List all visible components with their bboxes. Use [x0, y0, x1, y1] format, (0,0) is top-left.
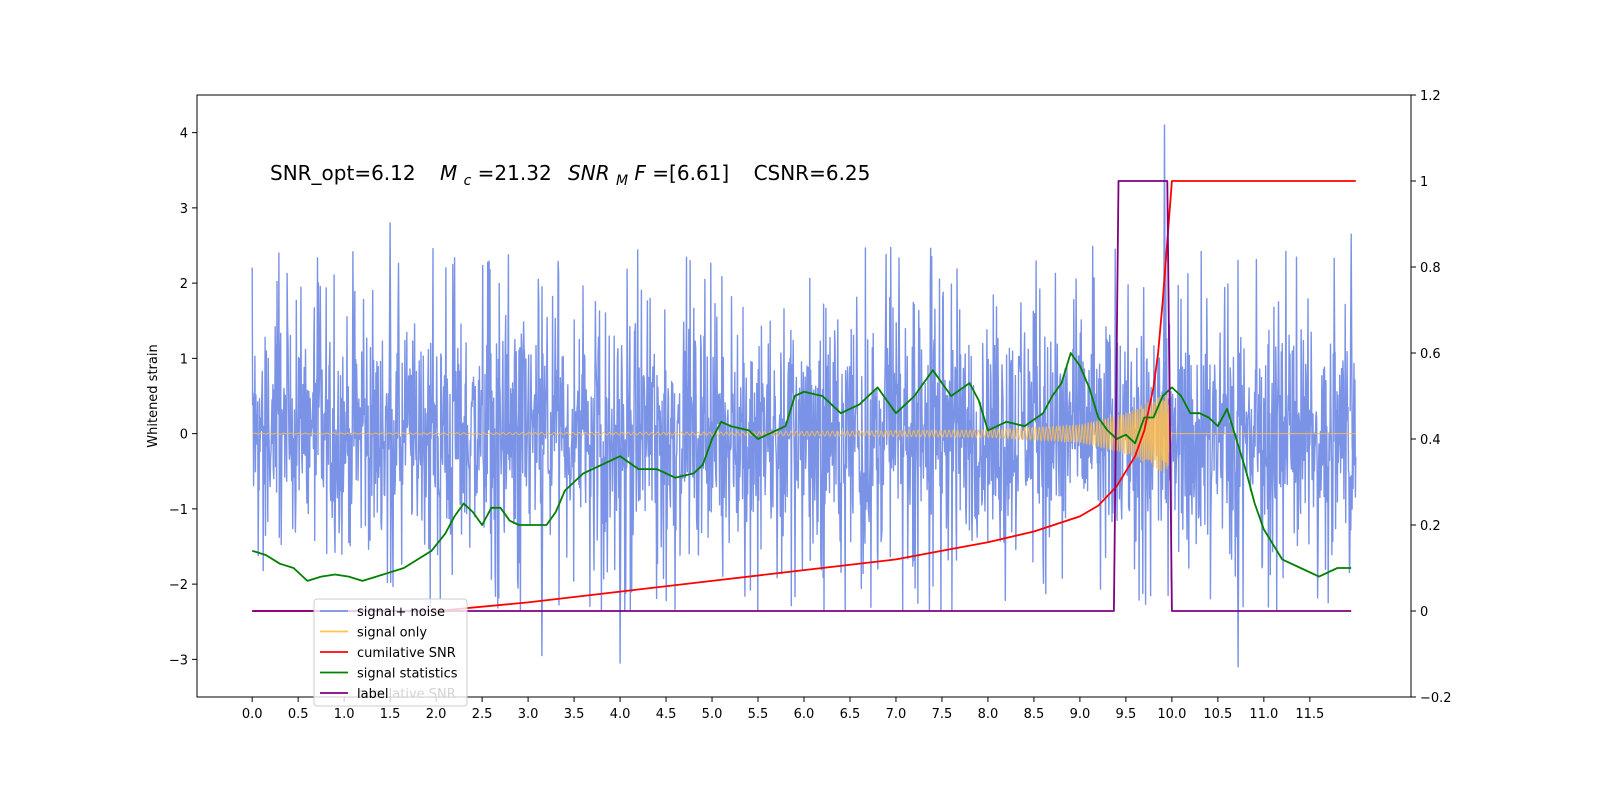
mc-value: =21.32 [478, 161, 552, 185]
legend-ghost-label: cumilative SNR [357, 687, 456, 702]
x-tick-label: 1.0 [334, 707, 355, 722]
x-tick-label: 5.5 [748, 707, 769, 722]
y-axis-left: −3 −2 −1 0 1 2 3 4 [169, 127, 197, 668]
legend-label: signal only [357, 626, 427, 641]
y2-tick-label: 0 [1420, 605, 1428, 620]
x-tick-label: 11.0 [1249, 707, 1278, 722]
x-tick-label: 2.0 [426, 707, 447, 722]
x-tick-label: 7.5 [932, 707, 953, 722]
y-axis-right: −0.2 0 0.2 0.4 0.6 0.8 1 1.2 [1411, 89, 1452, 706]
legend-box [313, 598, 468, 707]
x-tick-label: 6.5 [840, 707, 861, 722]
legend-label: label [357, 687, 388, 702]
x-tick-label: 0.0 [242, 707, 263, 722]
legend-label: cumilative SNR [357, 646, 456, 661]
y-tick-label: 3 [180, 202, 188, 217]
csnr-text: CSNR=6.25 [754, 161, 871, 185]
y-tick-label: −1 [169, 503, 188, 518]
y2-tick-label: 0.6 [1420, 347, 1441, 362]
x-tick-label: 9.5 [1116, 707, 1137, 722]
series-cumulative-snr [252, 180, 1356, 612]
x-tick-label: 10.0 [1157, 707, 1186, 722]
x-axis: 0.0 0.5 1.0 1.5 2.0 2.5 3.0 3.5 4.0 4.5 5.0 5.5 6.0 6… [242, 697, 1324, 722]
x-tick-label: 4.5 [656, 707, 677, 722]
snr-opt-text: SNR_opt=6.12 [270, 161, 416, 185]
legend: cumilative SNR signal+ noise signal only cu… [313, 598, 468, 707]
snrmf-subscript: M [616, 173, 628, 189]
y-tick-label: −2 [169, 578, 188, 593]
x-tick-label: 10.5 [1203, 707, 1232, 722]
y2-tick-label: 0.8 [1420, 261, 1441, 276]
snr-annotation: SNR_opt=6.12 M c =21.32 SNR M F =[6.61] … [270, 161, 870, 190]
legend-label: signal statistics [357, 667, 458, 682]
x-tick-label: 1.5 [380, 707, 401, 722]
y2-tick-label: 0.4 [1420, 433, 1441, 448]
y2-tick-label: 0.2 [1420, 519, 1441, 534]
x-tick-label: 3.5 [564, 707, 585, 722]
x-tick-label: 0.5 [288, 707, 309, 722]
mc-subscript: c [464, 173, 472, 189]
data-layer [251, 124, 1357, 668]
y2-tick-label: −0.2 [1420, 691, 1452, 706]
y-tick-label: −3 [169, 653, 188, 668]
y-tick-label: 2 [180, 277, 188, 292]
snrmf-f: F [634, 161, 646, 185]
legend-label: signal+ noise [357, 605, 445, 620]
x-tick-label: 3.0 [518, 707, 539, 722]
y-tick-label: 4 [180, 127, 188, 142]
x-tick-label: 4.0 [610, 707, 631, 722]
x-tick-label: 6.0 [794, 707, 815, 722]
y-tick-label: 1 [180, 352, 188, 367]
snrmf-symbol: SNR [568, 161, 610, 185]
y2-tick-label: 1 [1420, 175, 1428, 190]
y-axis-label: Whitened strain [146, 344, 161, 447]
series-signal-noise [251, 124, 1357, 668]
y2-tick-label: 1.2 [1420, 89, 1441, 104]
series-signal-statistics [251, 352, 1352, 582]
series-label [252, 180, 1352, 612]
x-tick-label: 7.0 [886, 707, 907, 722]
x-tick-label: 11.5 [1295, 707, 1324, 722]
x-tick-label: 2.5 [472, 707, 493, 722]
y-tick-label: 0 [180, 428, 188, 443]
series-signal-only [252, 394, 1356, 474]
x-tick-label: 8.0 [978, 707, 999, 722]
x-tick-label: 5.0 [702, 707, 723, 722]
mc-symbol: M [440, 161, 457, 185]
x-tick-label: 9.0 [1070, 707, 1091, 722]
snrmf-value: =[6.61] [652, 161, 729, 185]
x-tick-label: 8.5 [1024, 707, 1045, 722]
